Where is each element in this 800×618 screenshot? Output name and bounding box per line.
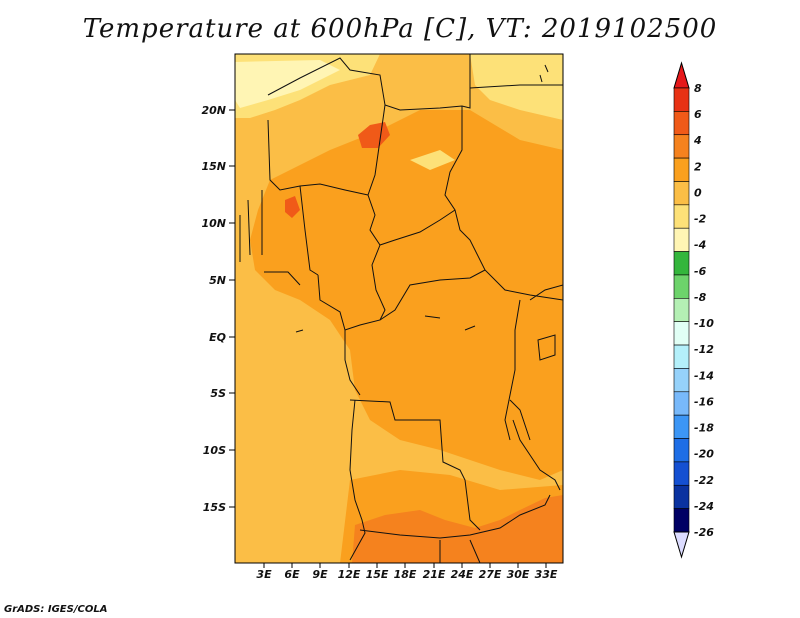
colorbar-over-triangle <box>673 61 690 89</box>
colorbar-cell <box>673 111 690 136</box>
lon-label: 21E <box>423 568 446 581</box>
colorbar-label: -14 <box>694 369 714 382</box>
field-cool-ne <box>470 54 563 120</box>
colorbar-cell <box>673 368 690 393</box>
lon-label: 30E <box>507 568 530 581</box>
colorbar-cell <box>673 438 690 463</box>
lon-label: 6E <box>284 568 300 581</box>
colorbar-cell <box>673 391 690 416</box>
lon-label: 27E <box>479 568 502 581</box>
colorbar-cell <box>673 484 690 509</box>
colorbar-cell <box>673 204 690 229</box>
colorbar-label: 6 <box>694 108 702 121</box>
colorbar-cell <box>673 274 690 299</box>
colorbar-cell <box>673 134 690 159</box>
lat-label: 5N <box>209 274 226 287</box>
field-warm-interior <box>250 110 563 480</box>
colorbar-label: -10 <box>694 317 714 330</box>
lat-label: 15N <box>201 160 226 173</box>
colorbar-label: -22 <box>694 474 714 487</box>
colorbar-label: -4 <box>694 239 706 252</box>
colorbar-label: -2 <box>694 213 707 226</box>
colorbar-cell <box>673 461 690 486</box>
lon-label: 18E <box>394 568 417 581</box>
colorbar-cell <box>673 87 690 112</box>
lon-axis: 3E 6E 9E 12E 15E 18E 21E 24E 27E 30E 33E <box>256 563 558 581</box>
colorbar-cell <box>673 298 690 322</box>
colorbar-cell <box>673 157 690 182</box>
colorbar-cell <box>673 181 690 206</box>
lat-label: EQ <box>209 331 226 344</box>
field-cooler-center <box>410 150 455 170</box>
colorbar-label: -24 <box>694 500 714 513</box>
lon-label: 12E <box>338 568 361 581</box>
chart-title: Temperature at 600hPa [C], VT: 201910250… <box>82 14 718 44</box>
credit-label: GrADS: IGES/COLA <box>4 604 108 615</box>
lon-label: 3E <box>256 568 272 581</box>
colorbar-under-triangle <box>673 531 690 559</box>
colorbar-cell <box>673 321 690 346</box>
colorbar-label: -8 <box>694 291 707 304</box>
lon-label: 15E <box>366 568 389 581</box>
colorbar-label: 4 <box>693 134 702 147</box>
country-borders <box>239 54 563 563</box>
lat-label: 10N <box>201 217 226 230</box>
colorbar-label: -12 <box>694 343 714 356</box>
map-frame <box>234 53 564 564</box>
colorbar-label: -18 <box>694 422 714 435</box>
colorbar-label: 2 <box>694 160 702 173</box>
colorbar-cell <box>673 227 690 252</box>
field-cooler-nw <box>235 60 340 108</box>
colorbar-label: -16 <box>694 395 714 408</box>
lat-label: 5S <box>210 387 226 400</box>
lon-label: 9E <box>312 568 328 581</box>
colorbar-cell <box>673 508 690 533</box>
lat-label: 20N <box>201 104 226 117</box>
lat-axis: 20N 15N 10N 5N EQ 5S 10S 15S <box>201 104 235 514</box>
colorbar-cell <box>673 414 690 439</box>
colorbar: 8 6 4 2 0 -2 -4 -6 -8 -10 -12 -14 -16 -18 -20 -22 -24 -26 <box>673 61 714 559</box>
field-hot-west <box>285 196 300 218</box>
field-hot-south <box>352 495 563 563</box>
colorbar-cell <box>673 344 690 369</box>
lat-label: 10S <box>203 444 226 457</box>
field-cool-west <box>235 300 340 563</box>
colorbar-label: 0 <box>694 186 702 199</box>
colorbar-label: -6 <box>694 265 707 278</box>
colorbar-label: 8 <box>694 82 702 95</box>
temperature-field <box>235 54 563 563</box>
lon-label: 33E <box>535 568 558 581</box>
colorbar-label: -20 <box>694 448 714 461</box>
colorbar-cell <box>673 251 690 276</box>
lat-label: 15S <box>203 501 226 514</box>
colorbar-label: -26 <box>694 526 714 539</box>
lon-label: 24E <box>451 568 474 581</box>
